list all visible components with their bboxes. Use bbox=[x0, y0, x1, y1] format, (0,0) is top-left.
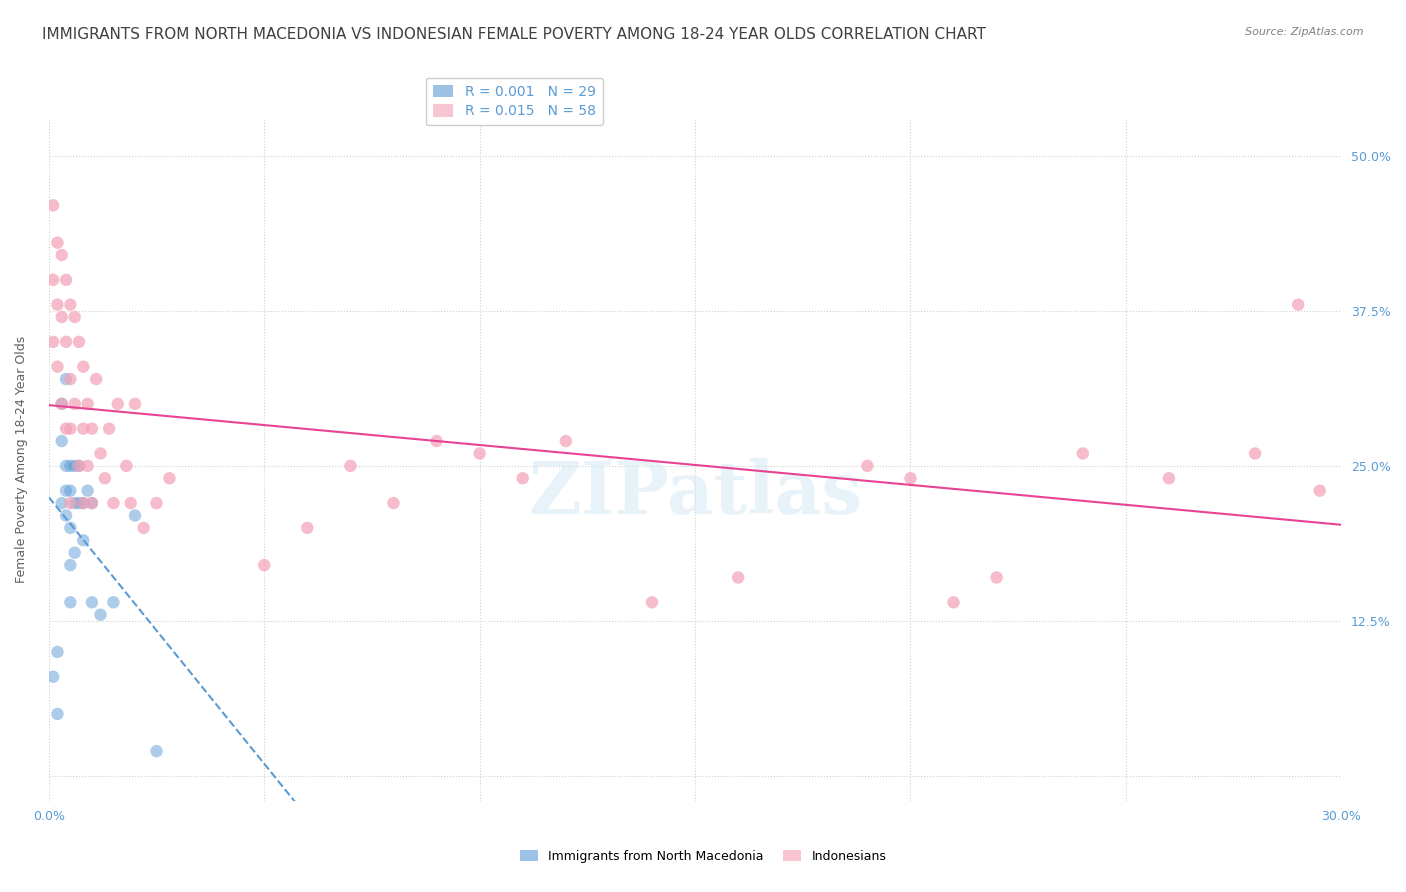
Point bbox=[1309, 483, 1331, 498]
Point bbox=[59, 521, 82, 535]
Point bbox=[1071, 446, 1094, 460]
Point bbox=[46, 359, 69, 374]
Point bbox=[84, 372, 107, 386]
Point bbox=[120, 496, 142, 510]
Point bbox=[46, 235, 69, 250]
Point bbox=[63, 496, 86, 510]
Point bbox=[51, 310, 73, 324]
Point bbox=[132, 521, 155, 535]
Point bbox=[51, 434, 73, 448]
Point bbox=[426, 434, 449, 448]
Point bbox=[55, 273, 77, 287]
Y-axis label: Female Poverty Among 18-24 Year Olds: Female Poverty Among 18-24 Year Olds bbox=[15, 336, 28, 583]
Point bbox=[72, 496, 94, 510]
Point bbox=[468, 446, 491, 460]
Point bbox=[103, 496, 125, 510]
Legend: Immigrants from North Macedonia, Indonesians: Immigrants from North Macedonia, Indones… bbox=[515, 845, 891, 868]
Text: ZIPatlas: ZIPatlas bbox=[529, 458, 862, 529]
Point bbox=[55, 372, 77, 386]
Point bbox=[55, 422, 77, 436]
Point bbox=[115, 458, 138, 473]
Point bbox=[51, 397, 73, 411]
Point bbox=[900, 471, 922, 485]
Point bbox=[63, 458, 86, 473]
Point bbox=[80, 422, 103, 436]
Point bbox=[856, 458, 879, 473]
Point bbox=[59, 558, 82, 573]
Point bbox=[641, 595, 664, 609]
Point bbox=[253, 558, 276, 573]
Point bbox=[727, 570, 749, 584]
Point bbox=[46, 298, 69, 312]
Point bbox=[942, 595, 965, 609]
Point bbox=[51, 248, 73, 262]
Point bbox=[59, 298, 82, 312]
Point bbox=[55, 334, 77, 349]
Point bbox=[59, 422, 82, 436]
Point bbox=[76, 397, 98, 411]
Point bbox=[145, 496, 167, 510]
Point bbox=[1286, 298, 1309, 312]
Point bbox=[59, 595, 82, 609]
Point bbox=[297, 521, 319, 535]
Point bbox=[67, 458, 90, 473]
Point bbox=[76, 458, 98, 473]
Point bbox=[103, 595, 125, 609]
Point bbox=[51, 397, 73, 411]
Point bbox=[42, 198, 65, 212]
Point bbox=[72, 359, 94, 374]
Point bbox=[63, 397, 86, 411]
Point bbox=[512, 471, 534, 485]
Point bbox=[124, 397, 146, 411]
Point bbox=[46, 645, 69, 659]
Point bbox=[90, 446, 112, 460]
Point bbox=[159, 471, 181, 485]
Point bbox=[98, 422, 121, 436]
Point bbox=[59, 372, 82, 386]
Point bbox=[90, 607, 112, 622]
Point bbox=[55, 483, 77, 498]
Point bbox=[42, 334, 65, 349]
Point bbox=[42, 273, 65, 287]
Point bbox=[67, 458, 90, 473]
Point bbox=[80, 496, 103, 510]
Point bbox=[55, 458, 77, 473]
Point bbox=[63, 310, 86, 324]
Point bbox=[94, 471, 117, 485]
Point bbox=[554, 434, 576, 448]
Text: IMMIGRANTS FROM NORTH MACEDONIA VS INDONESIAN FEMALE POVERTY AMONG 18-24 YEAR OL: IMMIGRANTS FROM NORTH MACEDONIA VS INDON… bbox=[42, 27, 986, 42]
Point bbox=[59, 496, 82, 510]
Point bbox=[1244, 446, 1267, 460]
Point bbox=[76, 483, 98, 498]
Point bbox=[46, 706, 69, 721]
Point bbox=[72, 533, 94, 548]
Legend: R = 0.001   N = 29, R = 0.015   N = 58: R = 0.001 N = 29, R = 0.015 N = 58 bbox=[426, 78, 603, 125]
Point bbox=[63, 546, 86, 560]
Point bbox=[67, 496, 90, 510]
Point bbox=[72, 422, 94, 436]
Point bbox=[59, 458, 82, 473]
Point bbox=[55, 508, 77, 523]
Point bbox=[986, 570, 1008, 584]
Point bbox=[145, 744, 167, 758]
Point bbox=[42, 670, 65, 684]
Point bbox=[107, 397, 129, 411]
Point bbox=[80, 595, 103, 609]
Point bbox=[124, 508, 146, 523]
Point bbox=[72, 496, 94, 510]
Text: Source: ZipAtlas.com: Source: ZipAtlas.com bbox=[1246, 27, 1364, 37]
Point bbox=[51, 496, 73, 510]
Point bbox=[80, 496, 103, 510]
Point bbox=[1157, 471, 1180, 485]
Point bbox=[382, 496, 405, 510]
Point bbox=[339, 458, 361, 473]
Point bbox=[59, 483, 82, 498]
Point bbox=[67, 334, 90, 349]
